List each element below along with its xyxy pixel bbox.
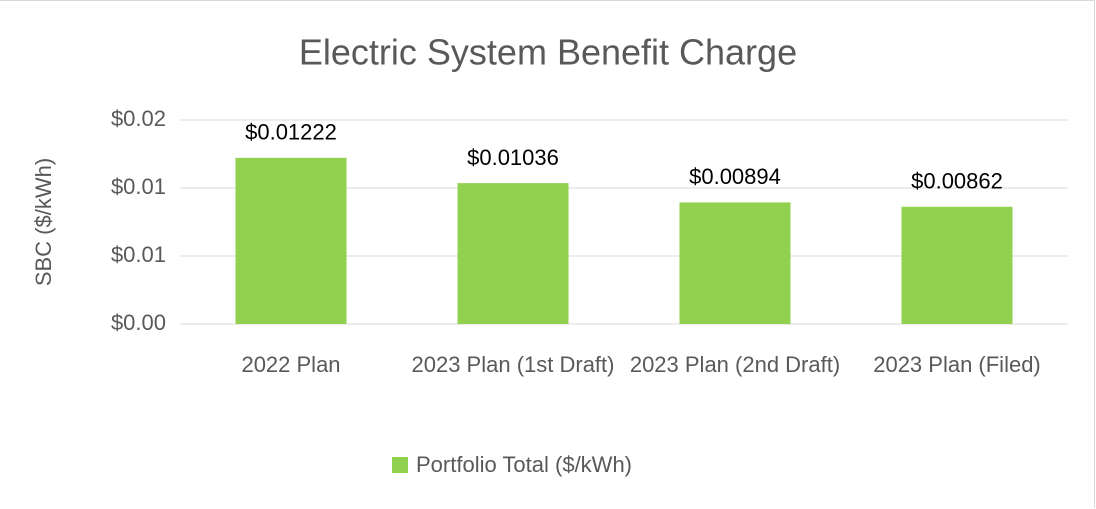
data-label: $0.01222 <box>245 120 337 145</box>
y-axis-label: SBC ($/kWh) <box>31 158 56 286</box>
bar <box>457 183 569 324</box>
data-label: $0.01036 <box>467 145 559 170</box>
y-tick-label: $0.02 <box>111 106 166 131</box>
data-label: $0.00862 <box>911 169 1003 194</box>
x-tick-label: 2023 Plan (2nd Draft) <box>629 352 841 377</box>
bar <box>901 206 1013 324</box>
bar <box>235 157 347 324</box>
x-tick-label: 2023 Plan (Filed) <box>873 352 1041 377</box>
bar <box>679 202 791 324</box>
chart-title: Electric System Benefit Charge <box>299 32 797 73</box>
x-tick-label: 2023 Plan (1st Draft) <box>411 352 615 377</box>
y-tick-label: $0.00 <box>111 310 166 335</box>
legend-label: Portfolio Total ($/kWh) <box>416 452 632 477</box>
y-tick-label: $0.01 <box>111 242 166 267</box>
x-tick-label: 2022 Plan <box>241 352 341 377</box>
y-tick-label: $0.01 <box>111 174 166 199</box>
data-label: $0.00894 <box>689 164 781 189</box>
legend-swatch <box>392 457 408 473</box>
